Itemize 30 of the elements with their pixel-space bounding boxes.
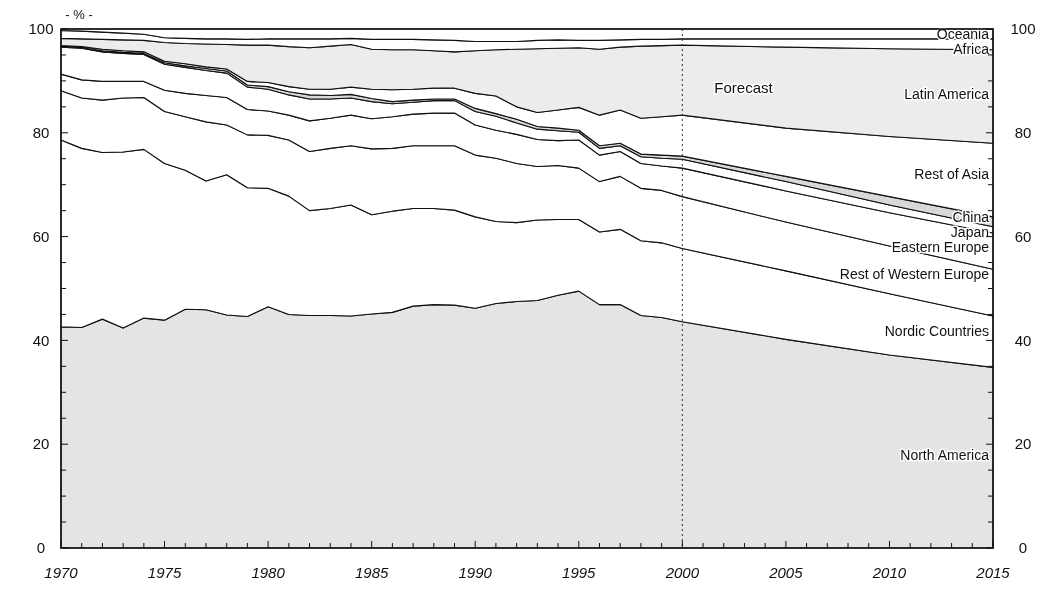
x-tick-label: 1985 [354, 564, 390, 581]
y2-tick-label: 60 [1014, 227, 1032, 245]
y2-tick-label: 20 [1014, 435, 1032, 453]
x-tick-label: 1970 [44, 564, 79, 581]
series-label: Rest of Asia [914, 165, 990, 182]
y2-tick-label: 80 [1014, 124, 1032, 142]
series-label: Rest of Western Europe [839, 266, 990, 283]
y-tick-label: 20 [32, 435, 50, 453]
ref-line-label: Forecast [714, 79, 774, 96]
y2-tick-label: 100 [1010, 20, 1036, 38]
series-label: Oceania [936, 25, 990, 42]
y-tick-label: 100 [28, 20, 54, 38]
x-tick-label: 2000 [664, 564, 700, 581]
x-tick-label: 2005 [768, 564, 804, 581]
series-label: Eastern Europe [891, 239, 990, 256]
series-label: Japan [950, 224, 989, 241]
x-tick-label: 1975 [147, 564, 182, 581]
x-tick-label: 1995 [562, 564, 597, 581]
y-axis-title: - % - [65, 7, 93, 22]
x-tick-label: 2015 [975, 564, 1011, 581]
y-tick-label: 40 [32, 331, 50, 349]
y-tick-label: 60 [32, 227, 50, 245]
y2-tick-label: 0 [1018, 539, 1028, 557]
x-tick-label: 1980 [251, 564, 286, 581]
y-tick-label: 80 [32, 124, 50, 142]
y2-tick-label: 40 [1014, 331, 1032, 349]
x-tick-label: 2010 [871, 564, 907, 581]
series-label: Latin America [904, 86, 990, 103]
y-tick-label: 0 [36, 539, 46, 557]
x-tick-label: 1990 [458, 564, 493, 581]
